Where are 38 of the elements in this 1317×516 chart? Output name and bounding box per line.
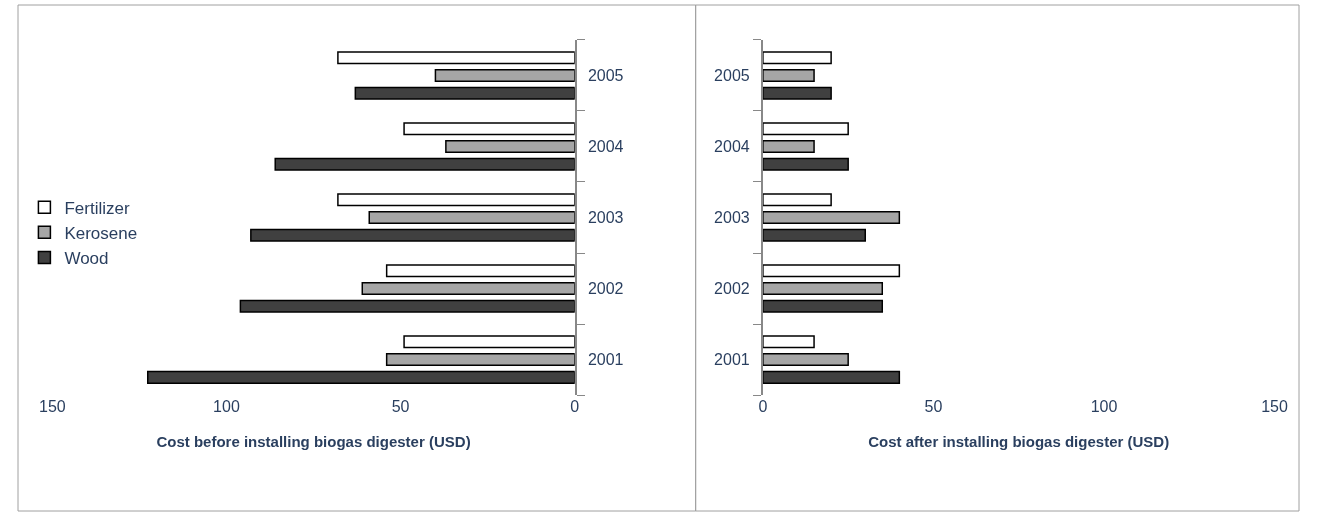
bar (337, 193, 575, 207)
bar (385, 264, 575, 278)
y-tick-label: 2004 (587, 138, 624, 156)
x-axis-title: Cost after installing biogas digester (USD) (868, 433, 1170, 451)
y-tick-label: 2003 (714, 209, 750, 227)
bar (403, 335, 575, 349)
x-tick-label: 150 (1261, 398, 1288, 416)
x-tick-label: 100 (213, 398, 240, 416)
x-tick-label: 50 (924, 398, 943, 416)
y-tick-label: 2002 (714, 280, 750, 298)
x-tick-label: 100 (1090, 398, 1118, 416)
bar (147, 370, 575, 384)
y-tick-label: 2003 (587, 209, 624, 227)
bar (368, 210, 575, 225)
y-tick-label: 2001 (714, 351, 750, 369)
x-tick-label: 150 (38, 398, 66, 416)
bar (337, 51, 575, 65)
bar (403, 122, 575, 136)
bar (361, 282, 575, 296)
legend-label: Kerosene (64, 223, 138, 243)
bar (274, 157, 575, 171)
y-tick-label: 2005 (587, 67, 624, 85)
x-tick-label: 0 (570, 398, 580, 416)
y-tick-label: 2004 (714, 138, 750, 156)
x-axis-title: Cost before installing biogas digester (USD) (156, 433, 471, 451)
bar (354, 86, 575, 100)
legend-label: Fertilizer (64, 198, 130, 218)
x-tick-label: 50 (391, 398, 410, 416)
x-tick-label: 0 (758, 398, 768, 416)
bar (445, 139, 575, 153)
y-tick-label: 2002 (587, 280, 624, 298)
bar (250, 228, 575, 242)
bar (434, 68, 575, 82)
y-tick-label: 2005 (714, 67, 750, 85)
y-tick-label: 2001 (587, 351, 624, 369)
legend-label: Wood (64, 249, 109, 269)
bar (385, 353, 575, 367)
bar (239, 299, 575, 313)
